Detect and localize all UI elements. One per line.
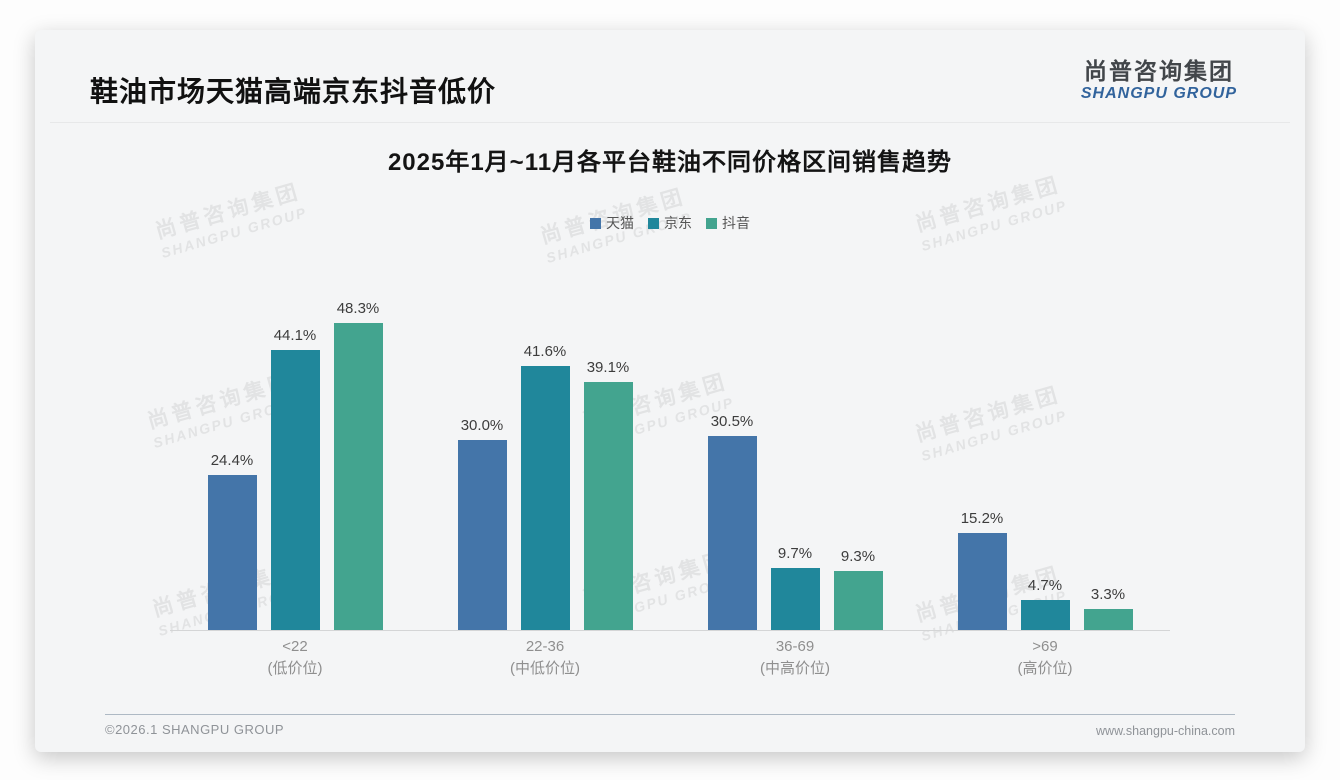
bar-column: 41.6% — [520, 343, 570, 630]
chart-legend: 天猫 京东 抖音 — [35, 213, 1305, 233]
page-title: 鞋油市场天猫高端京东抖音低价 — [90, 76, 497, 107]
x-axis-category-label: <22 (低价位) — [170, 636, 420, 680]
watermark-chinese: 尚普咨询集团 — [152, 180, 304, 244]
header-divider — [50, 122, 1290, 123]
legend-label: 京东 — [664, 215, 692, 231]
bar — [770, 568, 820, 630]
legend-swatch-icon — [706, 217, 717, 229]
copyright-text: ©2026.1 SHANGPU GROUP — [105, 722, 285, 737]
bar — [270, 350, 320, 630]
bar — [1020, 600, 1070, 630]
legend-item: 京东 — [648, 213, 692, 233]
x-axis-category-label: >69 (高价位) — [920, 636, 1170, 680]
category-range: 36-69 — [775, 638, 815, 655]
company-logo-english: SHANGPU GROUP — [1080, 85, 1237, 102]
bar-value-label: 30.5% — [710, 413, 754, 430]
bar-group: 30.0% 41.6% 39.1% — [420, 270, 670, 630]
category-range: >69 — [1032, 638, 1058, 655]
bar-column: 3.3% — [1083, 586, 1133, 630]
plot-area: 24.4% 44.1% 48.3% 30.0% 41.6% 39.1% 30.5% 9.7% 9… — [170, 270, 1170, 631]
slide-card: 尚普咨询集团 SHANGPU GROUP 尚普咨询集团 SHANGPU GROUP 尚普… — [35, 30, 1305, 752]
bar-value-label: 3.3% — [1090, 586, 1126, 603]
x-axis-labels: <22 (低价位) 22-36 (中低价位) 36-69 (中高价位) >69 (高价位) — [170, 636, 1170, 680]
legend-swatch-icon — [648, 217, 659, 229]
bar — [1083, 609, 1133, 630]
bar — [707, 436, 757, 630]
bar-column: 15.2% — [957, 510, 1007, 630]
bar-value-label: 48.3% — [336, 300, 380, 317]
footer-divider — [105, 714, 1235, 715]
bar-value-label: 4.7% — [1027, 577, 1063, 594]
category-range: <22 — [282, 638, 308, 655]
bar-column: 30.0% — [457, 417, 507, 630]
category-tier: (中低价位) — [510, 660, 580, 677]
chart-title: 2025年1月~11月各平台鞋油不同价格区间销售趋势 — [387, 149, 953, 176]
bar — [583, 382, 633, 630]
category-tier: (低价位) — [267, 660, 323, 677]
bar-group: 30.5% 9.7% 9.3% — [670, 270, 920, 630]
website-url: www.shangpu-china.com — [1096, 724, 1235, 738]
bar-column: 24.4% — [207, 452, 257, 630]
bar-group: 15.2% 4.7% 3.3% — [920, 270, 1170, 630]
bar-column: 30.5% — [707, 413, 757, 630]
legend-label: 天猫 — [606, 215, 634, 231]
bar-value-label: 9.7% — [777, 545, 813, 562]
x-axis-category-label: 22-36 (中低价位) — [420, 636, 670, 680]
bar — [457, 440, 507, 630]
bar-group: 24.4% 44.1% 48.3% — [170, 270, 420, 630]
bar-value-label: 15.2% — [960, 510, 1004, 527]
bar-column: 48.3% — [333, 300, 383, 630]
bar-column: 39.1% — [583, 359, 633, 630]
category-tier: (中高价位) — [760, 660, 830, 677]
bar — [833, 571, 883, 630]
bar-column: 4.7% — [1020, 577, 1070, 630]
legend-item: 天猫 — [590, 213, 634, 233]
category-tier: (高价位) — [1017, 660, 1073, 677]
bar-value-label: 24.4% — [210, 452, 254, 469]
x-axis-category-label: 36-69 (中高价位) — [670, 636, 920, 680]
bar — [520, 366, 570, 630]
bar — [333, 323, 383, 630]
bar — [957, 533, 1007, 630]
bar-value-label: 30.0% — [460, 417, 504, 434]
bar-value-label: 9.3% — [840, 548, 876, 565]
category-range: 22-36 — [525, 638, 565, 655]
company-logo-chinese: 尚普咨询集团 — [1083, 58, 1234, 84]
company-logo: 尚普咨询集团 SHANGPU GROUP — [1081, 58, 1237, 103]
bar-column: 9.3% — [833, 548, 883, 630]
legend-item: 抖音 — [706, 213, 750, 233]
bar — [207, 475, 257, 630]
legend-label: 抖音 — [722, 215, 750, 231]
bar-value-label: 41.6% — [523, 343, 567, 360]
legend-swatch-icon — [590, 217, 601, 229]
bar-column: 9.7% — [770, 545, 820, 630]
bar-value-label: 39.1% — [586, 359, 630, 376]
bar-column: 44.1% — [270, 327, 320, 630]
bar-value-label: 44.1% — [273, 327, 317, 344]
